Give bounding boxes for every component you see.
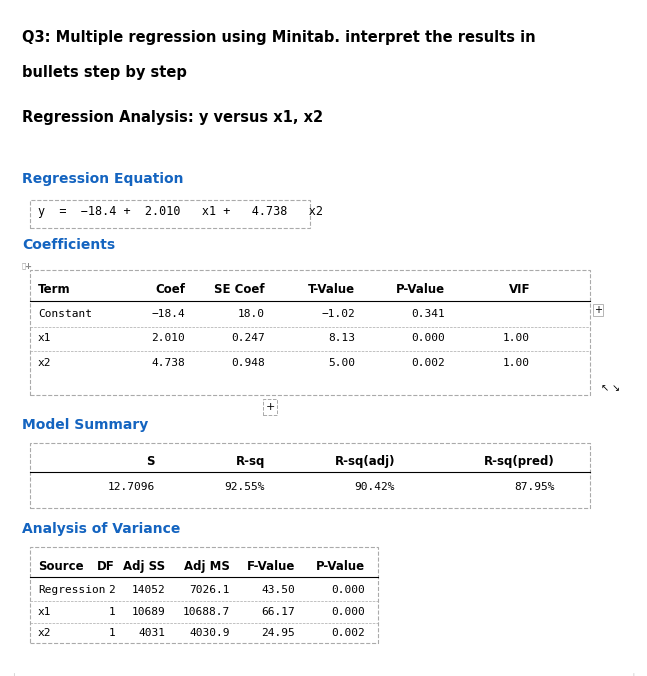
Text: Coefficients: Coefficients [22, 238, 115, 252]
Text: 43.50: 43.50 [261, 585, 295, 595]
Text: +: + [265, 402, 275, 412]
Text: 1.00: 1.00 [503, 333, 530, 343]
Text: ↖: ↖ [601, 383, 609, 393]
Text: 0.247: 0.247 [231, 333, 265, 343]
Text: x1: x1 [38, 607, 52, 617]
Text: R-sq(pred): R-sq(pred) [484, 455, 555, 468]
Text: x2: x2 [38, 628, 52, 638]
Text: −18.4: −18.4 [151, 309, 185, 319]
Text: 1: 1 [108, 607, 115, 617]
Text: +: + [594, 305, 602, 315]
Text: 10688.7: 10688.7 [182, 607, 230, 617]
Text: F-Value: F-Value [247, 560, 295, 573]
Text: 2: 2 [108, 585, 115, 595]
Text: 0.002: 0.002 [411, 358, 445, 368]
Text: Constant: Constant [38, 309, 92, 319]
Text: 0.948: 0.948 [231, 358, 265, 368]
Text: P-Value: P-Value [396, 283, 445, 296]
Text: Adj MS: Adj MS [184, 560, 230, 573]
Text: P-Value: P-Value [316, 560, 365, 573]
Text: DF: DF [97, 560, 115, 573]
Text: 1.00: 1.00 [503, 358, 530, 368]
Text: 4.738: 4.738 [151, 358, 185, 368]
Text: 18.0: 18.0 [238, 309, 265, 319]
Text: R-sq: R-sq [236, 455, 265, 468]
Text: 0.000: 0.000 [331, 607, 365, 617]
Text: 8.13: 8.13 [328, 333, 355, 343]
Text: y  =  −18.4 +  2.010   x1 +   4.738   x2: y = −18.4 + 2.010 x1 + 4.738 x2 [38, 206, 323, 218]
Text: 87.95%: 87.95% [514, 482, 555, 492]
Text: T-Value: T-Value [308, 283, 355, 296]
Text: x1: x1 [38, 333, 52, 343]
Text: ⌞: ⌞ [12, 668, 17, 676]
Text: 10689: 10689 [131, 607, 165, 617]
Text: Regression Analysis: y versus x1, x2: Regression Analysis: y versus x1, x2 [22, 110, 323, 125]
Text: 66.17: 66.17 [261, 607, 295, 617]
Text: 92.55%: 92.55% [225, 482, 265, 492]
Text: 2.010: 2.010 [151, 333, 185, 343]
Text: 12.7096: 12.7096 [108, 482, 155, 492]
Text: ⬜: ⬜ [22, 262, 27, 268]
Text: Model Summary: Model Summary [22, 418, 148, 432]
Text: 14052: 14052 [131, 585, 165, 595]
Text: Adj SS: Adj SS [123, 560, 165, 573]
Text: 0.000: 0.000 [411, 333, 445, 343]
Text: +: + [24, 262, 31, 271]
Bar [30, 547, 378, 643]
Text: 4031: 4031 [138, 628, 165, 638]
Text: 24.95: 24.95 [261, 628, 295, 638]
Text: Regression: Regression [38, 585, 105, 595]
Text: SE Coef: SE Coef [214, 283, 265, 296]
Text: VIF: VIF [509, 283, 530, 296]
Text: 4030.9: 4030.9 [190, 628, 230, 638]
Text: x2: x2 [38, 358, 52, 368]
Text: 0.341: 0.341 [411, 309, 445, 319]
Text: Analysis of Variance: Analysis of Variance [22, 522, 181, 536]
Text: 7026.1: 7026.1 [190, 585, 230, 595]
Text: 0.000: 0.000 [331, 585, 365, 595]
Text: 90.42%: 90.42% [355, 482, 395, 492]
Text: Q3: Multiple regression using Minitab. interpret the results in: Q3: Multiple regression using Minitab. i… [22, 30, 536, 45]
Text: 0.002: 0.002 [331, 628, 365, 638]
Text: Term: Term [38, 283, 71, 296]
Text: 1: 1 [108, 628, 115, 638]
Text: ↘: ↘ [612, 383, 620, 393]
Text: 5.00: 5.00 [328, 358, 355, 368]
Text: Source: Source [38, 560, 83, 573]
Bar [30, 200, 310, 228]
Text: Coef: Coef [155, 283, 185, 296]
Text: R-sq(adj): R-sq(adj) [334, 455, 395, 468]
Text: −1.02: −1.02 [322, 309, 355, 319]
Bar [30, 443, 590, 508]
Text: ⌟: ⌟ [630, 668, 635, 676]
Text: Regression Equation: Regression Equation [22, 172, 184, 186]
Text: S: S [146, 455, 155, 468]
Bar [30, 270, 590, 395]
Text: bullets step by step: bullets step by step [22, 65, 187, 80]
